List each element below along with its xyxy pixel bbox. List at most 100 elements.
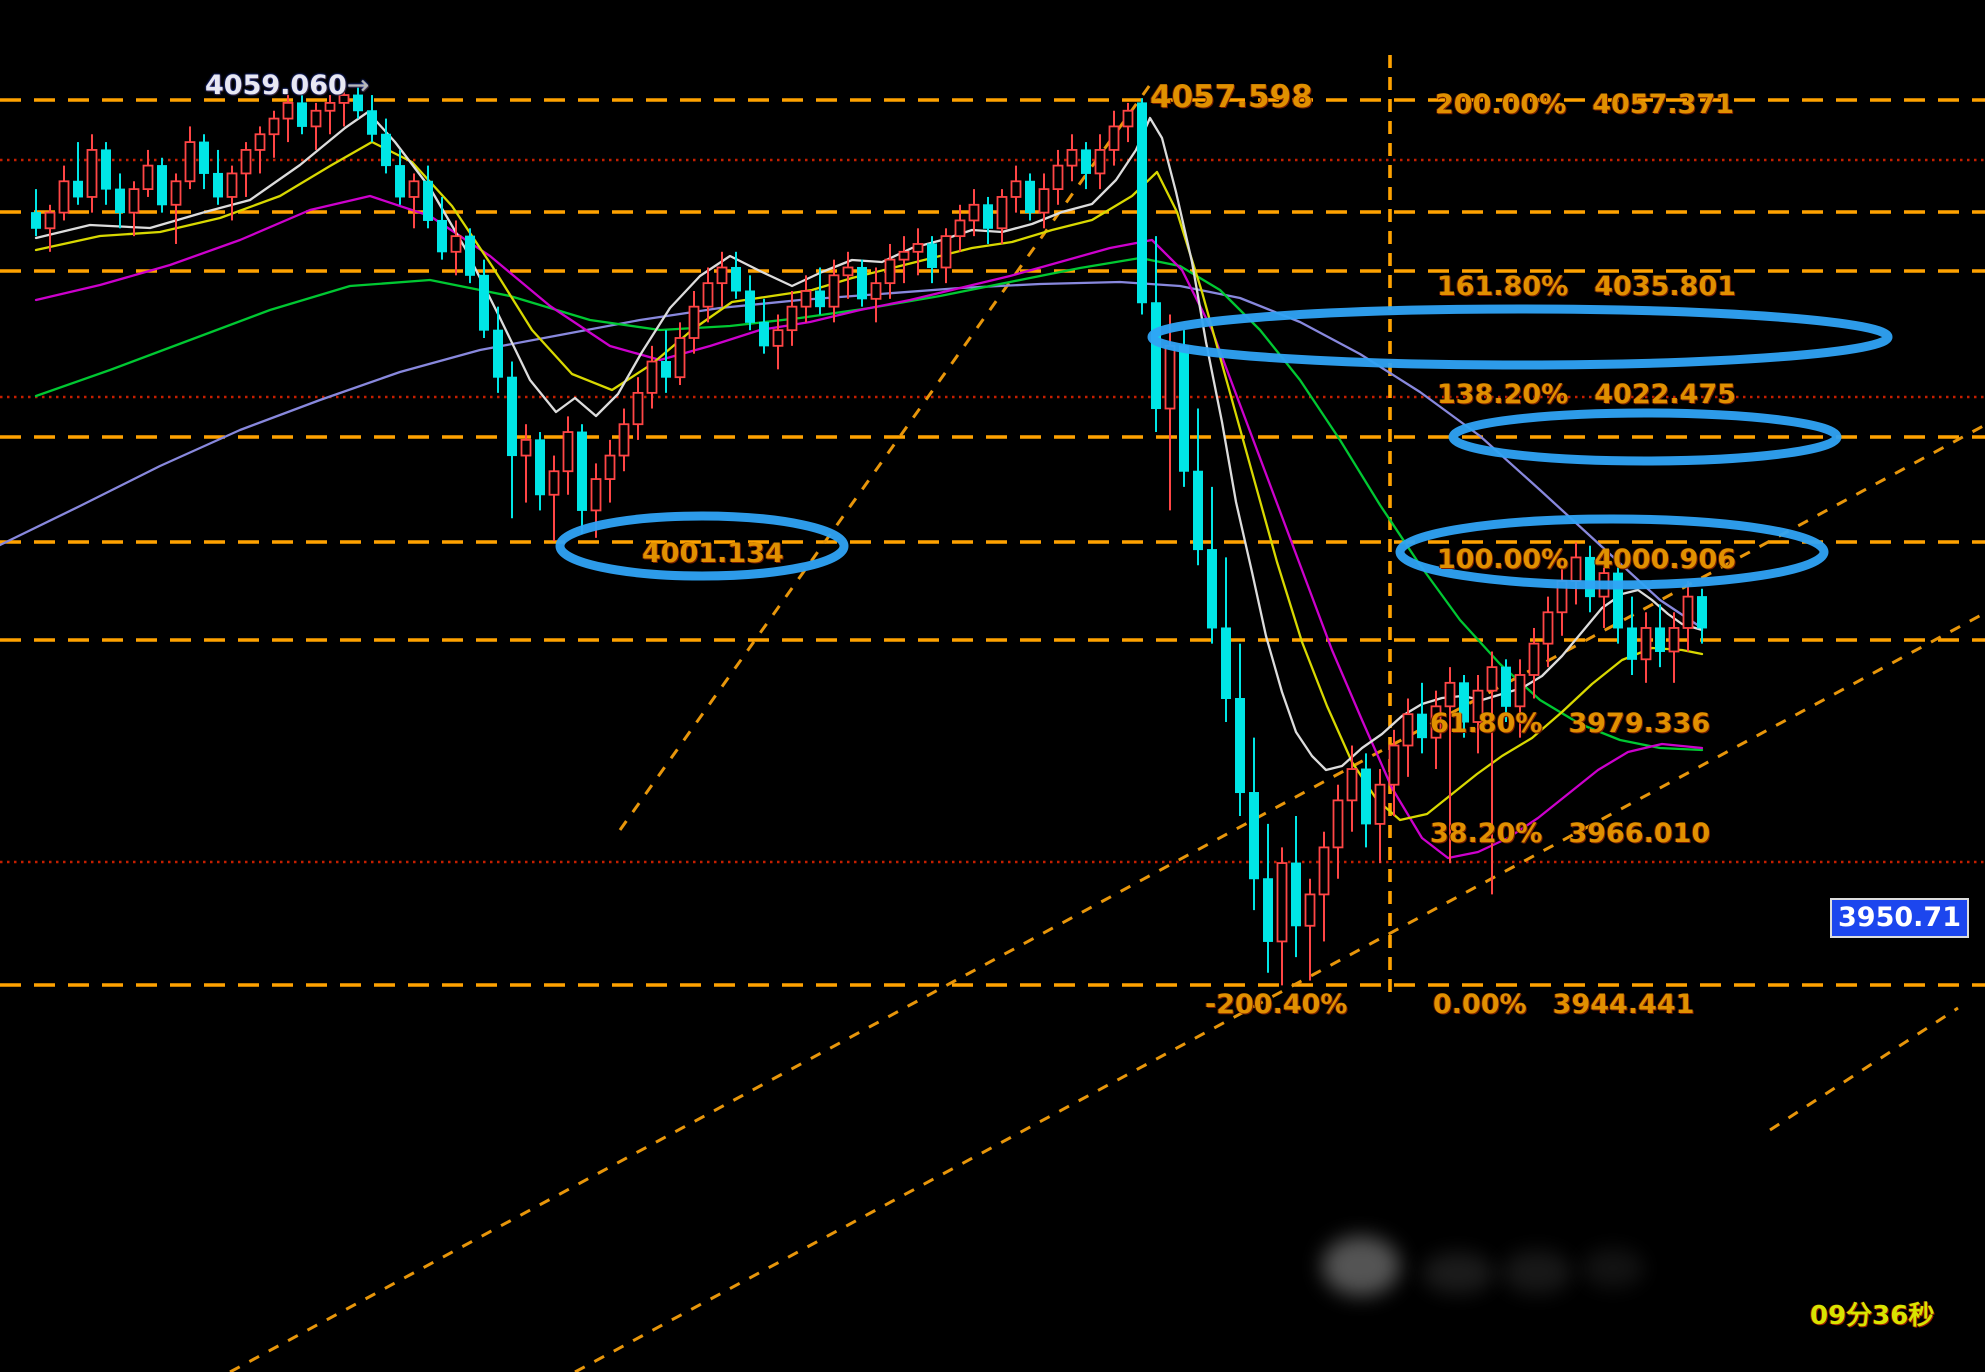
ma-magenta-line <box>34 194 1704 860</box>
candle-down <box>437 219 447 253</box>
candle-up <box>702 282 714 308</box>
candle-up <box>870 282 882 300</box>
candle-up <box>674 337 686 379</box>
fib-label-row: 200.00% 4057.371 <box>1435 91 1734 118</box>
candle-down <box>1627 627 1637 660</box>
candle-down <box>1081 149 1091 174</box>
candle-down <box>1697 596 1707 629</box>
low-price-label: 4001.134 <box>642 538 784 569</box>
candle-up <box>1444 681 1456 708</box>
candle-down <box>1417 713 1427 739</box>
fib-label-row: 161.80% 4035.801 <box>1437 273 1736 300</box>
candle-up <box>324 102 336 112</box>
candle-down <box>101 149 111 190</box>
candle-up <box>58 180 70 214</box>
ma-white-line <box>34 110 1704 772</box>
candle-up <box>1346 768 1358 802</box>
fib-price-label: 3944.441 <box>1552 989 1695 1020</box>
candle-up <box>1052 164 1064 191</box>
candle-up <box>968 203 980 222</box>
candle-up <box>1514 674 1526 708</box>
candle-up <box>884 258 896 285</box>
fib-price-label: 4000.906 <box>1594 544 1737 575</box>
candle-up <box>842 266 854 277</box>
fib-percent-label: 0.00% <box>1433 989 1527 1020</box>
candle-down <box>1025 180 1035 214</box>
candle-up <box>716 266 728 285</box>
candle-down <box>353 94 363 112</box>
candle-up <box>44 211 56 230</box>
candle-up <box>86 149 98 198</box>
candle-up <box>772 329 784 347</box>
candle-up <box>408 180 420 198</box>
fib-label-row: 100.00% 4000.906 <box>1437 546 1736 573</box>
candle-up <box>1682 595 1694 629</box>
candle-down <box>381 133 391 167</box>
candle-up <box>1374 783 1386 825</box>
highlight-ellipse-annotation <box>1448 408 1842 466</box>
candle-up <box>142 164 154 191</box>
candle-up <box>940 235 952 269</box>
ma-green-line <box>34 256 1704 752</box>
candle-up <box>1332 799 1344 849</box>
candle-down <box>367 110 377 135</box>
candle-down <box>507 376 517 457</box>
fib-label-row: 0.00% 3944.441 <box>1433 991 1694 1018</box>
fib-percent-label: 200.00% <box>1435 89 1567 120</box>
candle-up <box>1430 705 1442 739</box>
candle-up <box>954 219 966 238</box>
candle-down <box>395 165 405 198</box>
candle-down <box>423 180 433 221</box>
candle-up <box>1304 893 1316 927</box>
candle-down <box>1179 345 1189 472</box>
candle-up <box>800 290 812 308</box>
peak-price-label: 4057.598 <box>1150 79 1313 115</box>
fib-price-label: 4035.801 <box>1594 271 1737 302</box>
price-flag-4059: 4059.060→ <box>205 72 369 99</box>
candle-up <box>1318 846 1330 896</box>
fib-price-label: 3966.010 <box>1568 818 1711 849</box>
candle-down <box>815 290 825 308</box>
trend-channel-line <box>1769 1006 1959 1132</box>
candle-up <box>1486 666 1498 692</box>
candle-down <box>759 321 769 347</box>
candle-down <box>213 172 223 198</box>
candle-down <box>493 329 503 378</box>
candle-down <box>1235 697 1245 794</box>
fib-price-label: 4057.371 <box>1592 89 1735 120</box>
candle-up <box>604 454 616 480</box>
highlight-ellipse-annotation <box>555 511 849 581</box>
candle-up <box>254 133 266 151</box>
candle-down <box>661 361 671 378</box>
candle-up <box>786 305 798 332</box>
candle-down <box>927 243 937 268</box>
fib-label-row: 61.80% 3979.336 <box>1430 710 1710 737</box>
candle-down <box>1207 549 1217 629</box>
fib-percent-label: 161.80% <box>1437 271 1569 302</box>
last-price-tag: 3950.71 <box>1830 898 1969 938</box>
fib-percent-label: 100.00% <box>1437 544 1569 575</box>
fib-negative-extension-label: -200.40% <box>1205 989 1348 1020</box>
candle-down <box>465 235 475 276</box>
candle-down <box>983 204 993 229</box>
fib-label-row: 38.20% 3966.010 <box>1430 820 1710 847</box>
candle-up <box>520 438 532 457</box>
fib-price-label: 4022.475 <box>1594 379 1737 410</box>
fib-label-row: 138.20% 4022.475 <box>1437 381 1736 408</box>
candle-up <box>1038 188 1050 214</box>
candle-down <box>1613 572 1623 629</box>
candle-down <box>1291 862 1301 927</box>
candle-up <box>240 149 252 175</box>
candle-down <box>1263 878 1273 942</box>
candle-down <box>297 102 307 127</box>
candle-down <box>1585 556 1595 598</box>
candle-up <box>1528 642 1540 676</box>
candle-up <box>1668 627 1680 653</box>
countdown-clock: 09分36秒 <box>1810 1301 1935 1331</box>
candle-up <box>1402 713 1414 747</box>
candle-down <box>1249 792 1259 880</box>
price-flag-value: 4059.060 <box>205 70 347 101</box>
fib-price-label: 3979.336 <box>1568 708 1711 739</box>
candle-down <box>1361 768 1371 825</box>
